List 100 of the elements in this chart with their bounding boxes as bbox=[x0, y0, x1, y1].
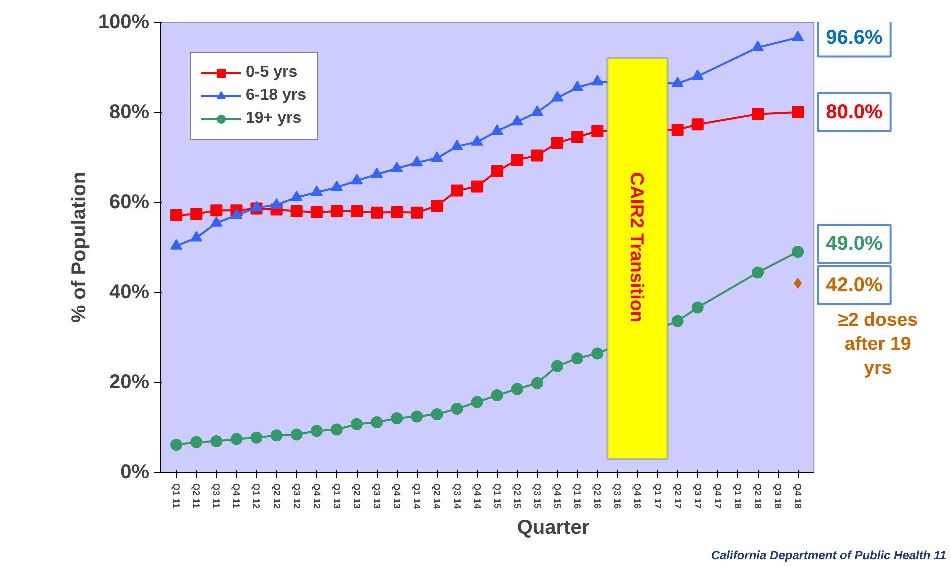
point bbox=[792, 246, 804, 258]
x-tick-label: Q3 17 bbox=[692, 484, 703, 509]
point bbox=[451, 184, 464, 197]
data-label: 96.6% bbox=[826, 26, 884, 49]
point bbox=[371, 206, 384, 219]
point bbox=[230, 208, 243, 220]
point bbox=[290, 190, 303, 202]
point bbox=[471, 180, 484, 193]
y-tick-label: 0% bbox=[120, 462, 150, 484]
x-tick-label: Q4 17 bbox=[712, 484, 723, 509]
point bbox=[351, 206, 363, 218]
point bbox=[692, 70, 704, 80]
point bbox=[391, 412, 404, 424]
point bbox=[310, 425, 323, 438]
x-axis-title: Quarter bbox=[517, 516, 590, 539]
x-tick-label: Q3 14 bbox=[452, 484, 462, 510]
point bbox=[531, 377, 544, 390]
x-tick-label: Q2 11 bbox=[192, 484, 202, 508]
x-tick-label: Q3 13 bbox=[372, 484, 382, 509]
x-tick-label: Q4 16 bbox=[632, 484, 643, 509]
point bbox=[411, 156, 424, 167]
x-tick-label: Q2 17 bbox=[672, 484, 683, 509]
legend-label: 19+ yrs bbox=[246, 110, 302, 128]
y-tick-label: 60% bbox=[109, 192, 150, 214]
point bbox=[572, 131, 584, 144]
legend-label: 6-18 yrs bbox=[246, 87, 306, 105]
x-tick-label: Q4 18 bbox=[793, 484, 804, 509]
point bbox=[190, 436, 203, 448]
y-tick-label: 20% bbox=[109, 372, 150, 394]
point bbox=[552, 91, 564, 102]
x-tick-label: Q3 18 bbox=[773, 484, 784, 509]
x-tick-label: Q2 14 bbox=[432, 484, 442, 510]
point bbox=[170, 210, 183, 222]
point bbox=[752, 108, 764, 120]
data-label: 49.0% bbox=[826, 233, 884, 255]
x-tick-label: Q3 12 bbox=[292, 484, 302, 509]
y-tick-label: 40% bbox=[109, 282, 150, 304]
x-tick-label: Q2 12 bbox=[272, 484, 282, 509]
x-tick-label: Q3 11 bbox=[212, 484, 222, 508]
point bbox=[592, 75, 604, 86]
point bbox=[230, 433, 243, 446]
x-tick-label: Q1 13 bbox=[332, 484, 342, 509]
x-tick-label: Q1 17 bbox=[652, 484, 663, 509]
x-tick-label: Q1 11 bbox=[172, 484, 182, 508]
point bbox=[290, 206, 303, 218]
data-label: 42.0% bbox=[826, 274, 884, 296]
point bbox=[371, 168, 384, 178]
point bbox=[552, 137, 564, 150]
point bbox=[692, 118, 704, 131]
point bbox=[270, 198, 283, 209]
point bbox=[552, 360, 564, 372]
point bbox=[310, 206, 323, 218]
point bbox=[592, 125, 604, 138]
x-tick-label: Q2 16 bbox=[592, 484, 603, 509]
x-tick-label: Q4 13 bbox=[392, 484, 402, 509]
point bbox=[190, 208, 203, 220]
band-label: CAIR2 Transition bbox=[627, 172, 648, 323]
point bbox=[752, 266, 764, 279]
point bbox=[794, 278, 802, 289]
point bbox=[411, 206, 424, 219]
x-tick-label: Q4 14 bbox=[472, 484, 482, 510]
x-tick-label: Q1 12 bbox=[252, 484, 262, 509]
point bbox=[511, 383, 524, 396]
point bbox=[391, 162, 404, 172]
point bbox=[250, 201, 263, 212]
point bbox=[752, 40, 764, 52]
point bbox=[190, 231, 203, 242]
point bbox=[491, 165, 504, 178]
point bbox=[210, 435, 223, 448]
point bbox=[411, 410, 424, 423]
point bbox=[792, 30, 804, 42]
point bbox=[572, 352, 584, 365]
point bbox=[351, 418, 363, 430]
point bbox=[431, 408, 444, 420]
point bbox=[792, 106, 804, 118]
data-label: 80.0% bbox=[826, 102, 884, 124]
point bbox=[371, 416, 384, 429]
point bbox=[572, 80, 584, 92]
point bbox=[330, 424, 343, 436]
point bbox=[170, 239, 183, 250]
point bbox=[250, 432, 263, 444]
point bbox=[270, 430, 283, 442]
y-axis-title: % of Population bbox=[68, 172, 90, 324]
y-tick-label: 100% bbox=[98, 12, 150, 34]
point bbox=[491, 390, 504, 402]
point bbox=[310, 186, 323, 196]
x-tick-label: Q1 15 bbox=[492, 484, 502, 509]
x-tick-label: Q3 16 bbox=[612, 484, 623, 509]
point bbox=[330, 180, 343, 192]
x-tick-label: Q1 18 bbox=[732, 484, 743, 509]
x-tick-label: Q4 15 bbox=[552, 484, 563, 509]
x-tick-label: Q2 13 bbox=[352, 484, 362, 509]
point bbox=[471, 396, 484, 408]
point bbox=[431, 200, 444, 212]
point bbox=[672, 124, 684, 136]
x-tick-label: Q1 16 bbox=[572, 484, 583, 509]
point bbox=[451, 403, 464, 416]
y-tick-label: 80% bbox=[109, 102, 150, 124]
point bbox=[290, 428, 303, 441]
point bbox=[511, 115, 524, 126]
